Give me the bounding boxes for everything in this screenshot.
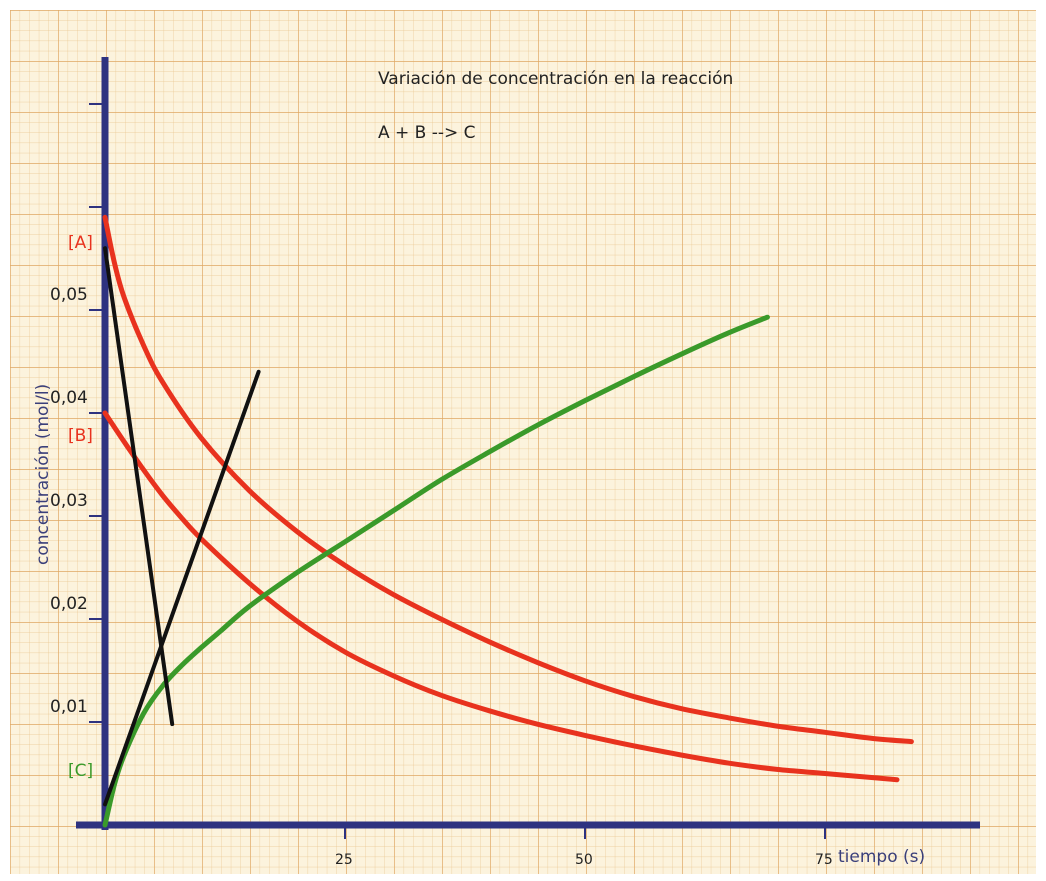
y-axis-label: concentración (mol/l) (33, 384, 53, 565)
plot-area: 0,01 0,02 0,03 0,04 0,05 25 50 75 [A] [B] [C] (50, 57, 980, 868)
series-c-line (102, 314, 770, 828)
x-tick-label: 50 (575, 852, 593, 868)
series-a-line (102, 214, 914, 745)
y-tick-label: 0,04 (50, 388, 88, 408)
title-block: Variación de concentración en la reacció… (378, 69, 733, 143)
chart-subtitle: A + B --> C (378, 123, 476, 143)
y-tick-label: 0,01 (50, 697, 88, 717)
x-tick-label: 75 (815, 852, 833, 868)
x-tick-label: 25 (335, 852, 353, 868)
x-axis-label: tiempo (s) (838, 847, 925, 867)
y-tick-label: 0,02 (50, 594, 88, 614)
series-label-a: [A] (68, 233, 93, 253)
graph-paper-major-grid (10, 10, 1036, 874)
series-label-c: [C] (68, 761, 93, 781)
y-tick-label: 0,05 (50, 285, 88, 305)
series-label-b: [B] (68, 426, 93, 446)
series-b-line (102, 410, 900, 783)
tangent-line-2 (103, 369, 261, 807)
y-tick-label: 0,03 (50, 491, 88, 511)
chart-title: Variación de concentración en la reacció… (378, 69, 733, 89)
